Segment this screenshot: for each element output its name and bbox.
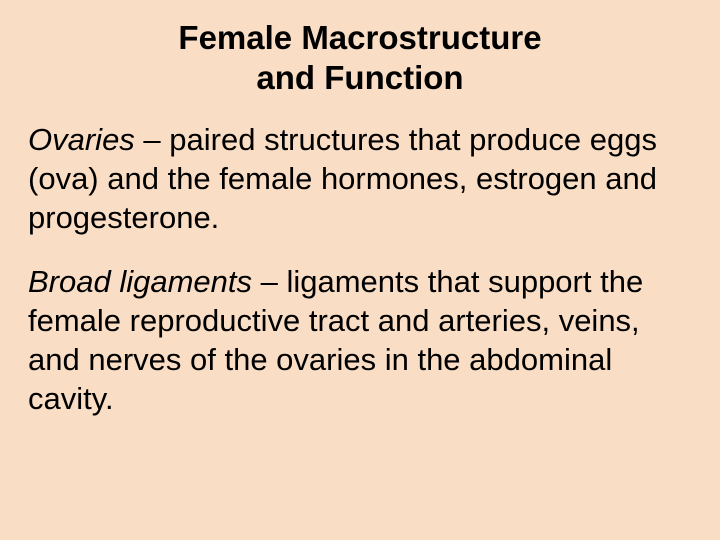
definition-term: Ovaries — [28, 122, 135, 157]
page-title: Female Macrostructure and Function — [28, 18, 692, 97]
title-line-1: Female Macrostructure — [178, 19, 541, 56]
title-line-2: and Function — [256, 59, 463, 96]
definition-term: Broad ligaments — [28, 264, 252, 299]
definition-paragraph: Ovaries – paired structures that produce… — [28, 121, 692, 237]
definition-paragraph: Broad ligaments – ligaments that support… — [28, 263, 692, 418]
